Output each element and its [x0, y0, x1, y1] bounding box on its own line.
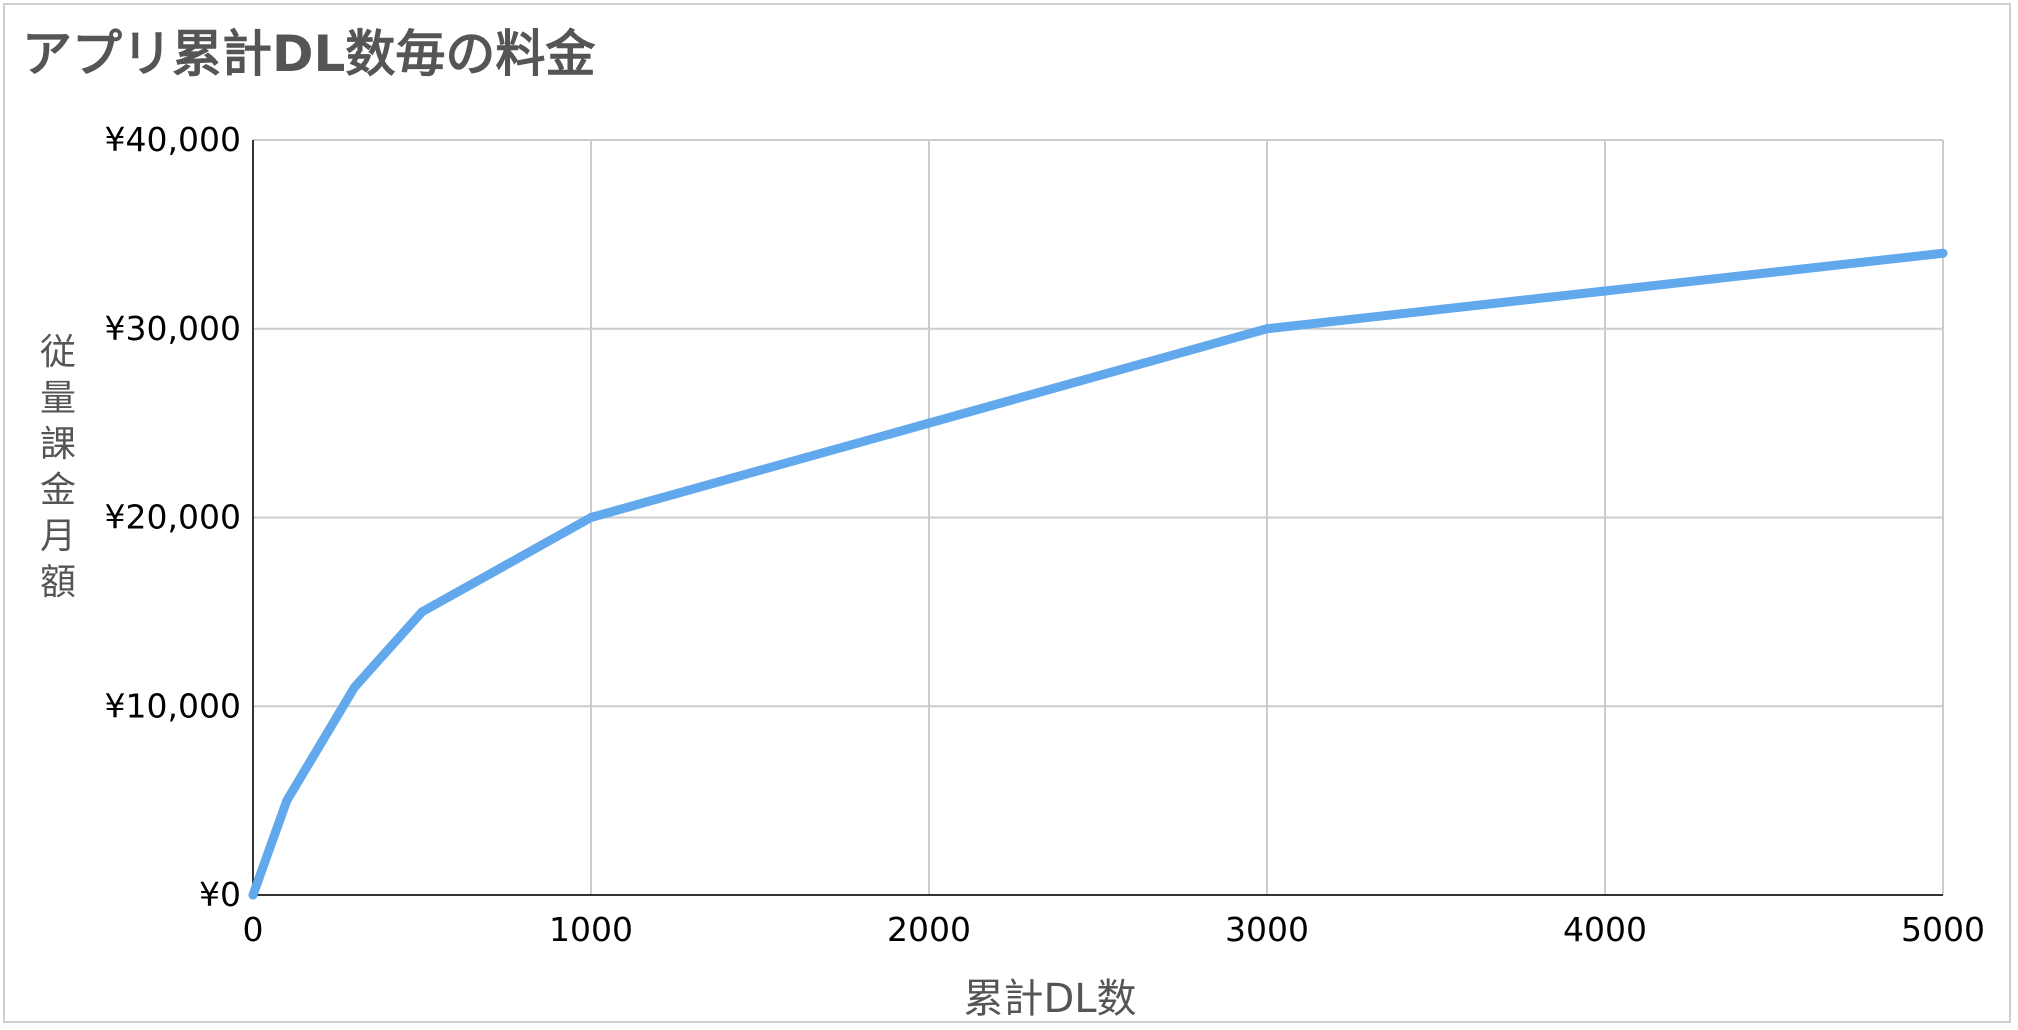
data-point — [1600, 286, 1610, 296]
data-point — [924, 418, 934, 428]
series-line — [248, 248, 1948, 900]
data-point — [586, 513, 596, 522]
data-point — [1262, 324, 1272, 334]
x-axis-label: 累計DL数 — [963, 976, 1137, 1022]
y-tick-label: ¥30,000 — [105, 309, 241, 348]
data-point — [282, 796, 292, 806]
data-point — [1938, 248, 1948, 258]
data-point — [349, 682, 359, 692]
data-point — [417, 607, 427, 617]
chart-title: アプリ累計DL数毎の料金 — [22, 25, 596, 83]
y-tick-label: ¥0 — [199, 875, 241, 914]
y-axis-label: 従量課金月額 — [39, 332, 76, 603]
y-tick-label: ¥20,000 — [105, 498, 241, 537]
chart-frame — [3, 3, 2011, 1023]
x-tick-label: 2000 — [887, 910, 971, 949]
y-tick-label: ¥10,000 — [105, 686, 241, 725]
x-tick-label: 1000 — [549, 910, 633, 949]
x-tick-label: 3000 — [1225, 910, 1309, 949]
x-tick-label: 4000 — [1563, 910, 1647, 949]
x-tick-label: 5000 — [1901, 910, 1985, 949]
y-tick-label: ¥40,000 — [105, 120, 241, 159]
x-tick-label: 0 — [243, 910, 264, 949]
data-point — [248, 890, 258, 900]
